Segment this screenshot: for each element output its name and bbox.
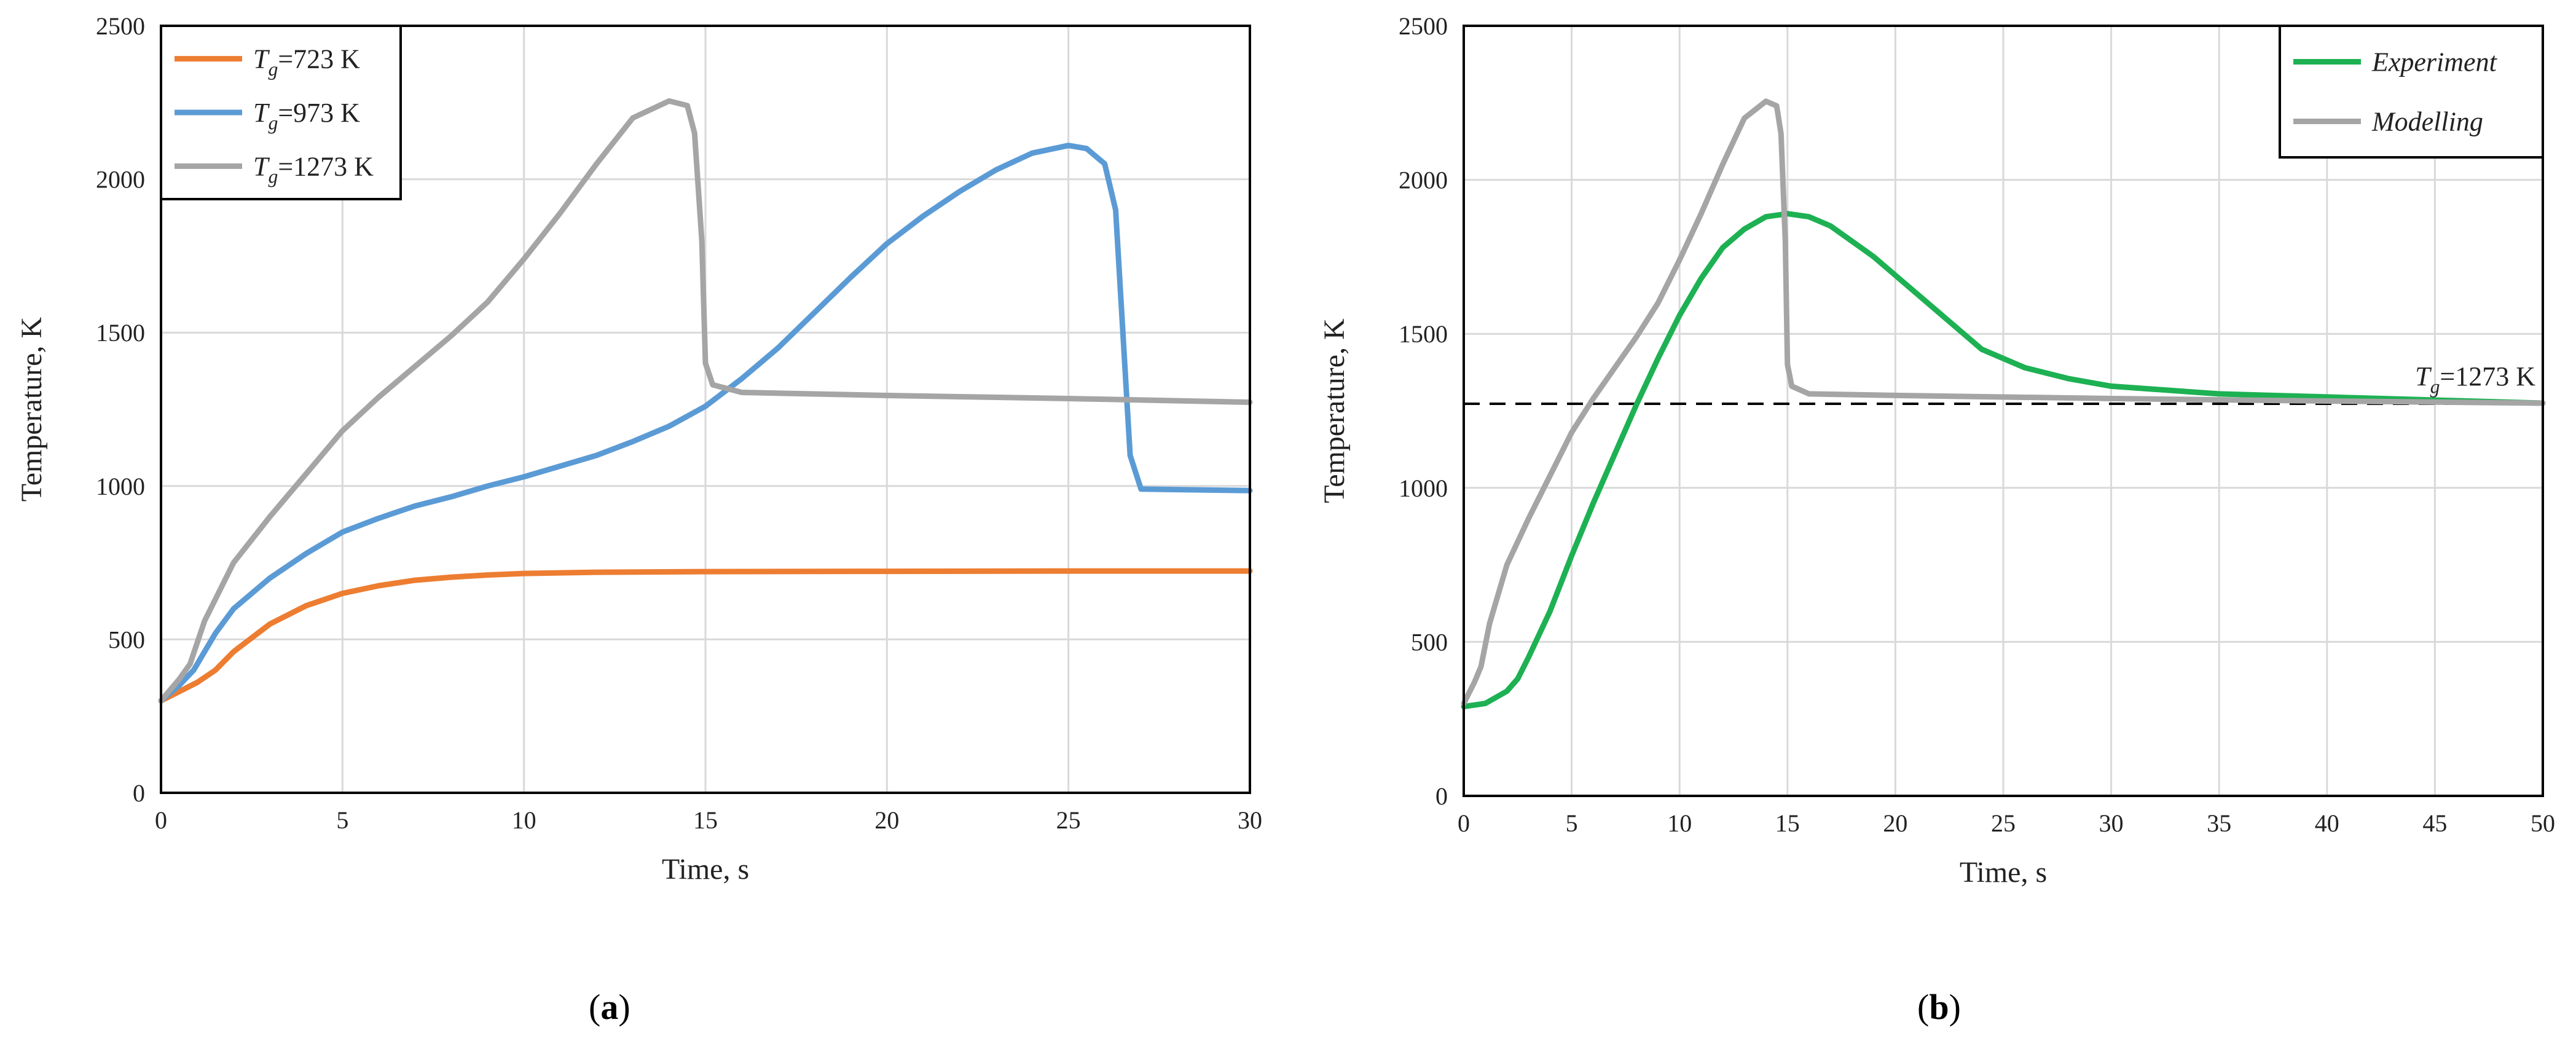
legend-box <box>2279 25 2544 159</box>
x-tick-label: 25 <box>1991 809 2016 837</box>
legend-label: Tg=973 K <box>253 98 360 133</box>
legend-label: Tg=723 K <box>253 44 360 80</box>
legend-label: Tg=1273 K <box>253 151 374 187</box>
panel-label-b: (b) <box>1917 987 1961 1027</box>
y-tick-label: 500 <box>108 626 145 653</box>
x-tick-label: 0 <box>1458 809 1470 837</box>
x-tick-label: 10 <box>512 806 536 834</box>
y-tick-label: 2000 <box>96 166 145 194</box>
x-tick-label: 30 <box>1238 806 1262 834</box>
chart-b: 0 5 10 15 20 25 30 35 40 45 5005001000150020002500… <box>1318 12 2555 889</box>
y-tick-label: 0 <box>1435 782 1448 810</box>
legend-label: Modelling <box>2371 107 2483 137</box>
x-tick-label: 30 <box>2099 809 2124 837</box>
series-line <box>1461 98 2546 707</box>
x-tick-label: 35 <box>2207 809 2231 837</box>
legend: Experiment Modelling <box>2279 25 2544 159</box>
y-tick-label: 2500 <box>96 12 145 40</box>
y-tick-label: 1500 <box>1399 320 1448 348</box>
x-tick-label: 10 <box>1667 809 1692 837</box>
x-axis-label: Time, s <box>1960 856 2047 889</box>
x-tick-label: 15 <box>1775 809 1800 837</box>
legend-label: Experiment <box>2371 47 2498 77</box>
series-line <box>158 143 1253 704</box>
chart-a: 0 5 10 15 20 25 30 0 500 1000 1500 2000 2500 Time, s T… <box>15 12 1262 886</box>
plot-frame <box>1463 25 2544 797</box>
y-tick-label: 1500 <box>96 319 145 347</box>
y-tick-label: 1000 <box>96 473 145 500</box>
y-tick-label: 500 <box>1411 628 1448 656</box>
x-tick-label: 0 <box>155 806 167 834</box>
y-tick-label: 0 <box>133 779 145 807</box>
x-tick-label: 5 <box>1566 809 1578 837</box>
reference-line-label: Tg=1273 K <box>2415 361 2535 397</box>
x-tick-label: 40 <box>2315 809 2339 837</box>
plot-frame <box>160 25 1251 794</box>
y-axis-label: Temperature, K <box>15 317 48 501</box>
series-line <box>1461 211 2546 710</box>
x-tick-label: 50 <box>2531 809 2555 837</box>
legend: Tg=723 K Tg=973 K Tg=1273 K <box>160 25 402 200</box>
y-tick-label: 2500 <box>1399 12 1448 40</box>
y-tick-label: 2000 <box>1399 167 1448 194</box>
series-line <box>158 568 1253 704</box>
x-tick-label: 5 <box>336 806 348 834</box>
y-tick-label: 1000 <box>1399 474 1448 502</box>
x-tick-label: 25 <box>1056 806 1081 834</box>
series-line <box>158 98 1253 704</box>
x-tick-label: 20 <box>874 806 899 834</box>
x-axis-label: Time, s <box>662 853 749 886</box>
y-axis-label: Temperature, K <box>1318 318 1351 503</box>
x-tick-label: 15 <box>693 806 718 834</box>
x-tick-label: 45 <box>2422 809 2447 837</box>
panel-label-a: (a) <box>589 987 630 1027</box>
x-tick-label: 20 <box>1883 809 1907 837</box>
